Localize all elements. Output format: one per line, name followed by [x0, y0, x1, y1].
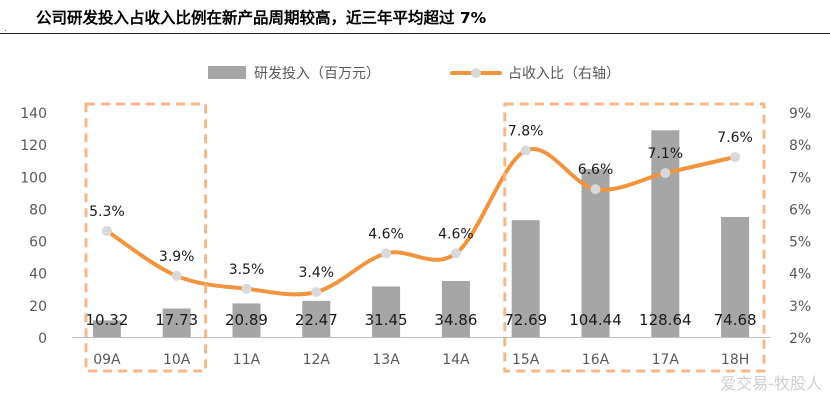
- y-right-tick: 4%: [789, 267, 811, 283]
- ratio-label: 7.1%: [648, 146, 684, 162]
- ratio-label: 6.6%: [578, 162, 614, 178]
- bar-10A: [162, 308, 191, 337]
- x-tick-16A: 16A: [582, 352, 610, 368]
- y-left-tick: 0: [38, 331, 47, 347]
- bar-value-label: 74.68: [714, 311, 757, 329]
- page-title: 公司研发投入占收入比例在新产品周期较高，近三年平均超过 7%: [36, 9, 487, 27]
- bar-15A: [511, 220, 540, 337]
- y-right-tick: 5%: [789, 235, 811, 251]
- title-bar: . 公司研发投入占收入比例在新产品周期较高，近三年平均超过 7%: [0, 0, 830, 34]
- bar-13A: [372, 286, 401, 337]
- ratio-point-17A: [660, 168, 671, 179]
- y-right-tick: 6%: [789, 202, 811, 218]
- bar-value-label: 34.86: [434, 311, 477, 329]
- legend-bar-label: 研发投入（百万元）: [254, 66, 380, 82]
- legend-bar-swatch: [208, 66, 246, 79]
- x-tick-13A: 13A: [372, 352, 400, 368]
- y-left-tick: 120: [20, 138, 47, 154]
- bar-12A: [302, 300, 331, 337]
- y-left-tick: 100: [20, 170, 47, 186]
- ratio-point-09A: [101, 225, 112, 236]
- ratio-line: [104, 146, 738, 297]
- bar-09A: [92, 320, 121, 337]
- y-left-tick: 40: [29, 267, 47, 283]
- ratio-point-14A: [450, 248, 461, 259]
- y-left-tick: 20: [29, 299, 47, 315]
- ratio-point-11A: [241, 283, 252, 294]
- highlight-box-2: [503, 102, 766, 373]
- corner-mark: .: [4, 24, 7, 34]
- x-tick-18H: 18H: [721, 352, 749, 368]
- ratio-point-12A: [311, 287, 322, 297]
- bar-value-label: 104.44: [569, 311, 622, 329]
- bar-17A: [651, 130, 680, 337]
- bar-16A: [581, 169, 610, 337]
- bar-11A: [232, 303, 261, 337]
- bar-14A: [441, 280, 470, 337]
- x-tick-11A: 11A: [233, 352, 261, 368]
- x-tick-12A: 12A: [303, 352, 331, 368]
- bar-value-label: 31.45: [365, 311, 408, 329]
- ratio-point-13A: [381, 248, 392, 259]
- ratio-label: 5.3%: [89, 204, 125, 220]
- y-right-tick: 8%: [789, 138, 811, 154]
- ratio-point-15A: [520, 145, 531, 156]
- bar-value-label: 22.47: [295, 311, 338, 329]
- y-right-tick: 3%: [789, 299, 811, 315]
- ratio-label: 3.9%: [159, 249, 195, 265]
- y-left-tick: 140: [20, 106, 47, 122]
- y-left-tick: 80: [29, 202, 47, 218]
- y-right-tick: 7%: [789, 170, 811, 186]
- ratio-point-16A: [590, 184, 601, 195]
- x-tick-17A: 17A: [652, 352, 680, 368]
- x-tick-14A: 14A: [442, 352, 470, 368]
- ratio-label: 4.6%: [368, 226, 404, 242]
- ratio-point-10A: [171, 270, 182, 281]
- bar-value-label: 10.32: [85, 311, 128, 329]
- legend-line-marker: [471, 68, 481, 78]
- ratio-point-18H: [730, 152, 741, 162]
- x-tick-09A: 09A: [93, 352, 121, 368]
- x-tick-10A: 10A: [163, 352, 191, 368]
- bar-value-label: 128.64: [639, 311, 692, 329]
- y-right-tick: 9%: [789, 106, 811, 122]
- ratio-label: 3.4%: [299, 265, 335, 281]
- bar-value-label: 17.73: [155, 311, 198, 329]
- ratio-label: 7.6%: [717, 130, 753, 146]
- y-left-tick: 60: [29, 235, 47, 251]
- ratio-label: 7.8%: [508, 124, 544, 140]
- bar-value-label: 72.69: [504, 311, 547, 329]
- x-tick-15A: 15A: [512, 352, 540, 368]
- bar-18H: [721, 216, 750, 337]
- watermark: 爱交易-牧股人: [720, 374, 822, 393]
- ratio-label: 4.6%: [438, 226, 474, 242]
- y-right-tick: 2%: [789, 331, 811, 347]
- ratio-label: 3.5%: [229, 262, 265, 278]
- bar-value-label: 20.89: [225, 311, 268, 329]
- legend-line-label: 占收入比（右轴）: [508, 66, 620, 82]
